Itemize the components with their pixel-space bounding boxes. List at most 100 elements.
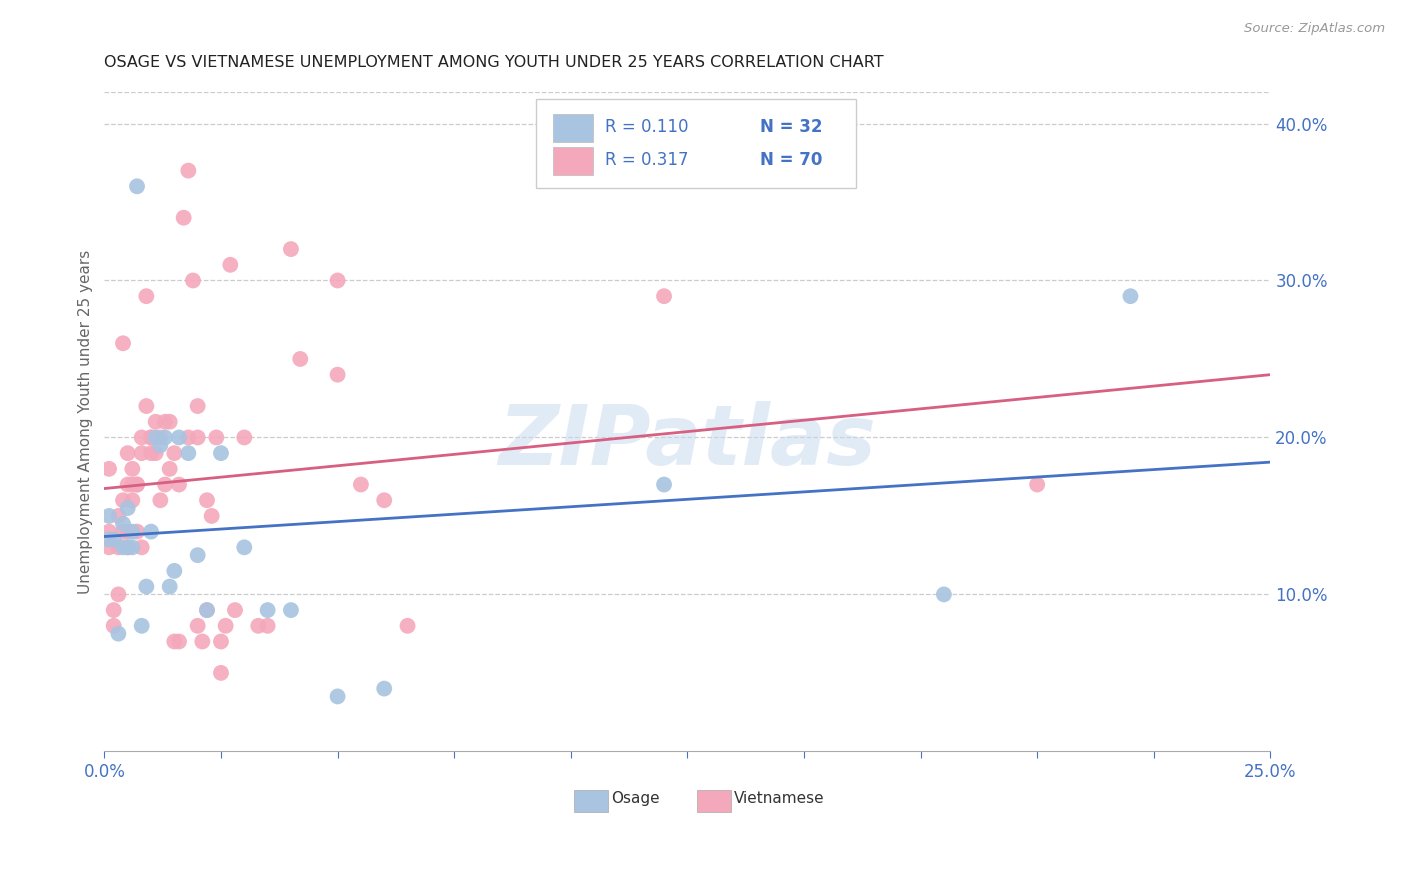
- Text: Vietnamese: Vietnamese: [734, 791, 825, 806]
- Point: [1026, 477, 1049, 491]
- Point: [135, 289, 157, 303]
- Y-axis label: Unemployment Among Youth under 25 years: Unemployment Among Youth under 25 years: [79, 250, 93, 594]
- Text: Source: ZipAtlas.com: Source: ZipAtlas.com: [1244, 22, 1385, 36]
- Point: [139, 430, 162, 444]
- Point: [205, 430, 228, 444]
- Point: [131, 619, 153, 633]
- Point: [159, 580, 181, 594]
- Point: [121, 524, 143, 539]
- Point: [233, 430, 256, 444]
- Point: [326, 273, 349, 287]
- Point: [167, 477, 190, 491]
- Point: [98, 462, 121, 476]
- Point: [112, 524, 135, 539]
- Point: [125, 477, 148, 491]
- Point: [280, 242, 302, 256]
- Point: [145, 430, 167, 444]
- Point: [373, 681, 395, 696]
- Point: [145, 415, 167, 429]
- Point: [107, 626, 129, 640]
- Point: [112, 336, 135, 351]
- Point: [373, 493, 395, 508]
- Point: [112, 516, 135, 531]
- Point: [117, 501, 139, 516]
- Point: [326, 368, 349, 382]
- Point: [107, 541, 129, 555]
- Point: [125, 179, 148, 194]
- Text: ZIPatlas: ZIPatlas: [499, 401, 876, 482]
- Text: N = 32: N = 32: [759, 118, 823, 136]
- Point: [247, 619, 270, 633]
- Point: [167, 430, 190, 444]
- FancyBboxPatch shape: [697, 789, 731, 812]
- Text: R = 0.317: R = 0.317: [605, 151, 688, 169]
- Point: [149, 493, 172, 508]
- Point: [131, 446, 153, 460]
- Point: [135, 580, 157, 594]
- Text: OSAGE VS VIETNAMESE UNEMPLOYMENT AMONG YOUTH UNDER 25 YEARS CORRELATION CHART: OSAGE VS VIETNAMESE UNEMPLOYMENT AMONG Y…: [104, 55, 884, 70]
- Point: [159, 415, 181, 429]
- Point: [187, 430, 209, 444]
- Point: [187, 548, 209, 562]
- Point: [396, 619, 419, 633]
- Point: [139, 524, 162, 539]
- Point: [121, 493, 143, 508]
- Point: [98, 524, 121, 539]
- Point: [135, 399, 157, 413]
- Point: [219, 258, 242, 272]
- Point: [107, 508, 129, 523]
- Point: [209, 446, 232, 460]
- Point: [131, 430, 153, 444]
- Point: [209, 665, 232, 680]
- Point: [103, 619, 125, 633]
- Point: [153, 430, 176, 444]
- Point: [149, 438, 172, 452]
- Point: [159, 462, 181, 476]
- Point: [177, 446, 200, 460]
- FancyBboxPatch shape: [554, 114, 593, 142]
- Point: [201, 508, 224, 523]
- Point: [177, 163, 200, 178]
- Point: [652, 289, 675, 303]
- Point: [153, 477, 176, 491]
- Point: [187, 399, 209, 413]
- Point: [163, 564, 186, 578]
- Point: [117, 446, 139, 460]
- Point: [191, 634, 214, 648]
- Point: [1119, 289, 1142, 303]
- Point: [107, 587, 129, 601]
- Point: [112, 493, 135, 508]
- Point: [290, 351, 312, 366]
- Point: [139, 430, 162, 444]
- Point: [139, 446, 162, 460]
- Point: [131, 541, 153, 555]
- Point: [224, 603, 246, 617]
- Point: [117, 541, 139, 555]
- Point: [145, 446, 167, 460]
- Point: [103, 533, 125, 547]
- Point: [195, 603, 218, 617]
- Point: [350, 477, 373, 491]
- Point: [117, 477, 139, 491]
- Point: [121, 541, 143, 555]
- Point: [163, 446, 186, 460]
- Point: [125, 477, 148, 491]
- Point: [195, 493, 218, 508]
- Point: [125, 524, 148, 539]
- Point: [326, 690, 349, 704]
- Point: [177, 430, 200, 444]
- Point: [233, 541, 256, 555]
- Point: [652, 477, 675, 491]
- Point: [280, 603, 302, 617]
- Point: [117, 524, 139, 539]
- Point: [153, 415, 176, 429]
- Point: [98, 508, 121, 523]
- Point: [173, 211, 195, 225]
- FancyBboxPatch shape: [554, 147, 593, 175]
- Text: N = 70: N = 70: [759, 151, 823, 169]
- Point: [112, 541, 135, 555]
- Point: [187, 619, 209, 633]
- Point: [163, 634, 186, 648]
- Point: [209, 634, 232, 648]
- Text: Osage: Osage: [612, 791, 661, 806]
